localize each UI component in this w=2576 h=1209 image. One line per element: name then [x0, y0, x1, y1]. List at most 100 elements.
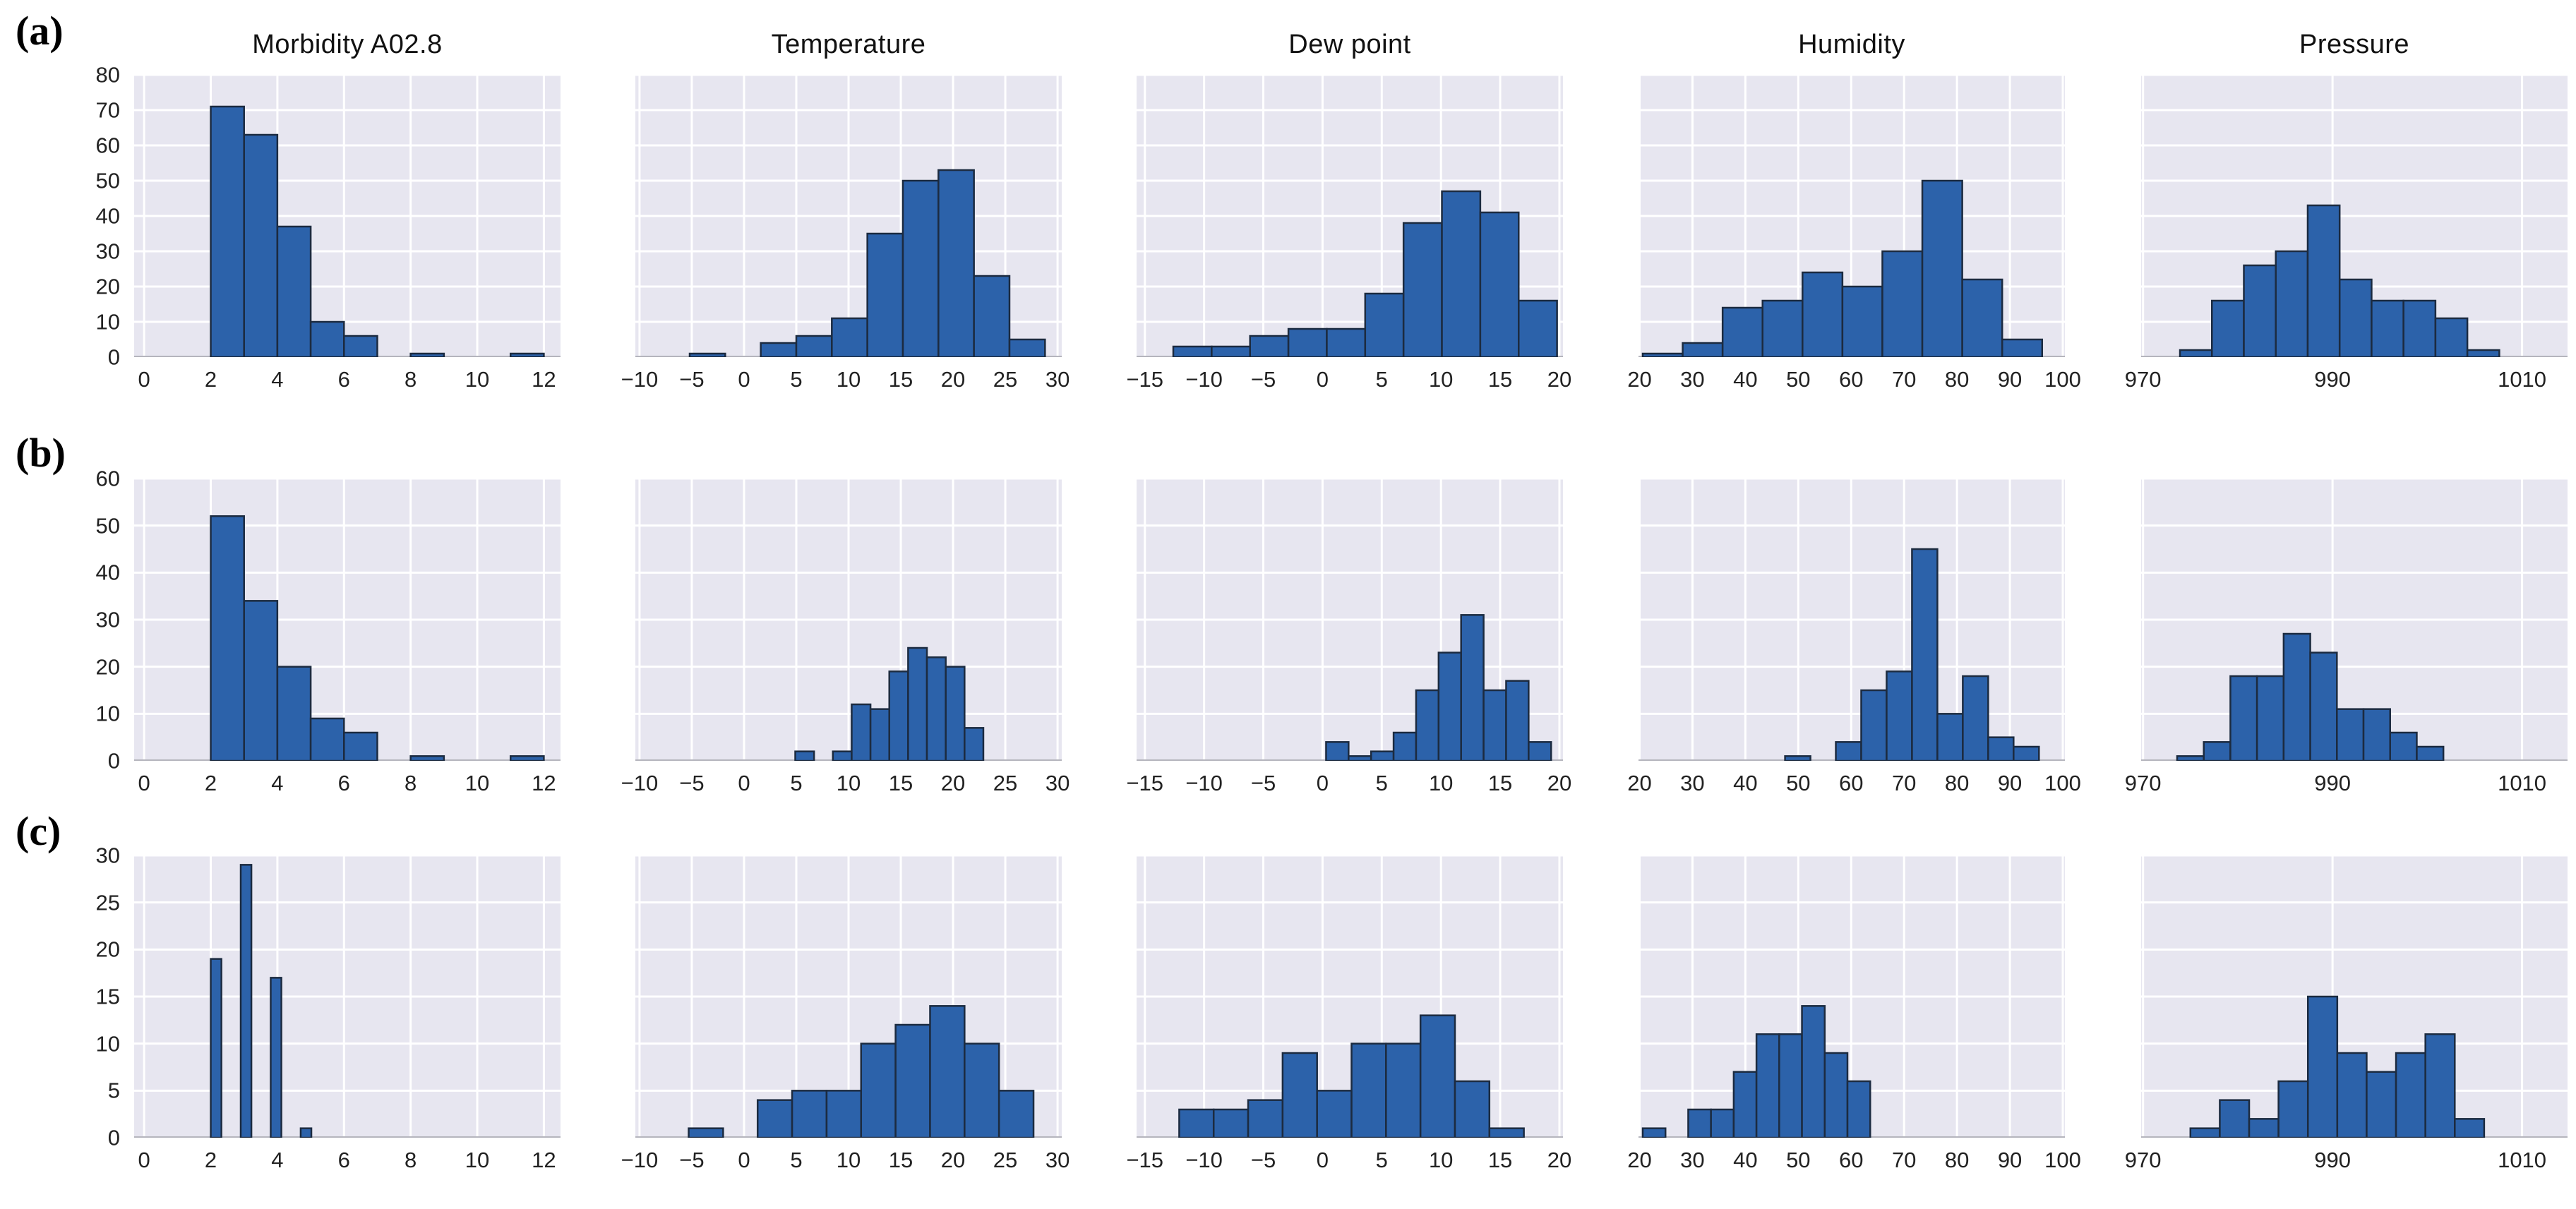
- y-tick-label: 0: [107, 748, 120, 774]
- x-tick-label: 990: [2314, 1148, 2351, 1172]
- x-tick-label: 20: [940, 1148, 966, 1172]
- histogram-bar: [1415, 689, 1440, 762]
- histogram-bar: [2306, 995, 2339, 1139]
- histogram-bar: [1784, 755, 1811, 762]
- histogram-svg: [635, 477, 1062, 762]
- x-tick-label: 990: [2314, 367, 2351, 392]
- x-tick-label: 8: [405, 771, 417, 795]
- histogram-svg: [2141, 73, 2568, 359]
- x-tick-label: 20: [940, 367, 966, 392]
- histogram-bar: [2282, 632, 2311, 762]
- x-tick-label: 15: [1487, 367, 1513, 392]
- histogram-svg: [1137, 73, 1563, 359]
- x-tick-label: 12: [532, 367, 556, 392]
- y-tick-label: 30: [95, 843, 120, 868]
- histogram-bar: [795, 335, 833, 359]
- histogram-bar: [2229, 675, 2258, 762]
- x-tick-label: −10: [1185, 367, 1223, 392]
- x-tick-label: 80: [1944, 1148, 1970, 1172]
- histogram-bar: [243, 600, 279, 762]
- row-label-a: (a): [16, 8, 64, 54]
- histogram-bar: [866, 232, 904, 359]
- histogram-panel-b-morbidity: [134, 477, 561, 762]
- x-tick-label: 10: [836, 367, 861, 392]
- histogram-bar: [2256, 675, 2285, 762]
- histogram-bar: [1518, 299, 1558, 359]
- x-tick-label: 5: [790, 1148, 803, 1172]
- histogram-bar: [509, 755, 545, 762]
- histogram-bar: [2277, 1080, 2309, 1139]
- histogram-bar: [2275, 250, 2309, 359]
- x-tick-label: 0: [1316, 367, 1329, 392]
- histogram-bar: [1710, 1108, 1735, 1139]
- histogram-bar: [1419, 1014, 1456, 1139]
- histogram-bar: [1326, 327, 1367, 359]
- x-tick-label: 4: [271, 771, 284, 795]
- x-tick-label: 20: [940, 771, 966, 795]
- histogram-bar: [2424, 1033, 2456, 1139]
- histogram-panel-c-morbidity: [134, 854, 561, 1139]
- histogram-bar: [1641, 1127, 1667, 1139]
- x-tick-label: 4: [271, 367, 284, 392]
- x-tick-label: 15: [888, 367, 913, 392]
- histogram-bar: [2371, 299, 2404, 359]
- histogram-bar: [243, 133, 279, 359]
- x-tick-label: 60: [1839, 771, 1864, 795]
- x-tick-label: 10: [465, 771, 490, 795]
- histogram-bar: [343, 335, 378, 359]
- x-tick-label: 25: [993, 771, 1018, 795]
- x-tick-label: 20: [1547, 367, 1572, 392]
- x-tick-label: 2: [204, 367, 217, 392]
- histogram-panel-b-humidity: [1638, 477, 2065, 762]
- histogram-bar: [276, 225, 312, 359]
- x-tick-label: −15: [1126, 771, 1164, 795]
- histogram-bar: [2176, 755, 2205, 762]
- x-tick-label: 5: [1375, 367, 1388, 392]
- row-label-c: (c): [16, 808, 61, 854]
- histogram-bar: [2203, 741, 2231, 762]
- y-tick-label: 70: [95, 97, 120, 123]
- x-tick-label: −5: [679, 1148, 705, 1172]
- histogram-panel-b-dew-point: [1137, 477, 1563, 762]
- histogram-bar: [1936, 713, 1964, 762]
- histogram-bar: [1350, 1042, 1387, 1139]
- x-tick-label: −5: [679, 367, 705, 392]
- histogram-bar: [409, 755, 445, 762]
- x-tick-label: 30: [1045, 771, 1070, 795]
- histogram-bar: [276, 666, 312, 762]
- x-tick-label: 80: [1944, 771, 1970, 795]
- x-tick-label: −10: [621, 1148, 659, 1172]
- x-tick-label: 0: [138, 367, 150, 392]
- histogram-bar: [509, 352, 545, 359]
- histogram-svg: [1137, 854, 1563, 1139]
- histogram-bar: [1755, 1033, 1780, 1139]
- histogram-bar: [1860, 689, 1888, 762]
- x-tick-label: 20: [1547, 771, 1572, 795]
- x-tick-label: −5: [1250, 771, 1276, 795]
- x-tick-label: 4: [271, 1148, 284, 1172]
- y-tick-label: 15: [95, 984, 120, 1009]
- histogram-svg: [2141, 477, 2568, 762]
- histogram-bar: [945, 666, 966, 762]
- histogram-svg: [2141, 854, 2568, 1139]
- histogram-bar: [1687, 1108, 1712, 1139]
- x-tick-label: 990: [2314, 771, 2351, 795]
- x-tick-label: 6: [337, 1148, 350, 1172]
- y-tick-label: 50: [95, 513, 120, 539]
- histogram-bar: [2219, 1099, 2251, 1139]
- histogram-bar: [1962, 675, 1989, 762]
- histogram-bar: [1211, 345, 1251, 359]
- histogram-bar: [1249, 335, 1290, 359]
- histogram-bar: [1761, 299, 1804, 359]
- x-tick-label: 30: [1680, 367, 1705, 392]
- x-tick-label: 70: [1891, 1148, 1917, 1172]
- histogram-panel-c-humidity: [1638, 854, 2065, 1139]
- histogram-bar: [1008, 338, 1046, 359]
- histogram-bar: [210, 105, 245, 359]
- x-tick-label: 0: [738, 1148, 750, 1172]
- histogram-bar: [937, 169, 975, 359]
- x-tick-label: 0: [138, 1148, 150, 1172]
- x-tick-label: 10: [1428, 1148, 1454, 1172]
- x-tick-label: 70: [1891, 367, 1917, 392]
